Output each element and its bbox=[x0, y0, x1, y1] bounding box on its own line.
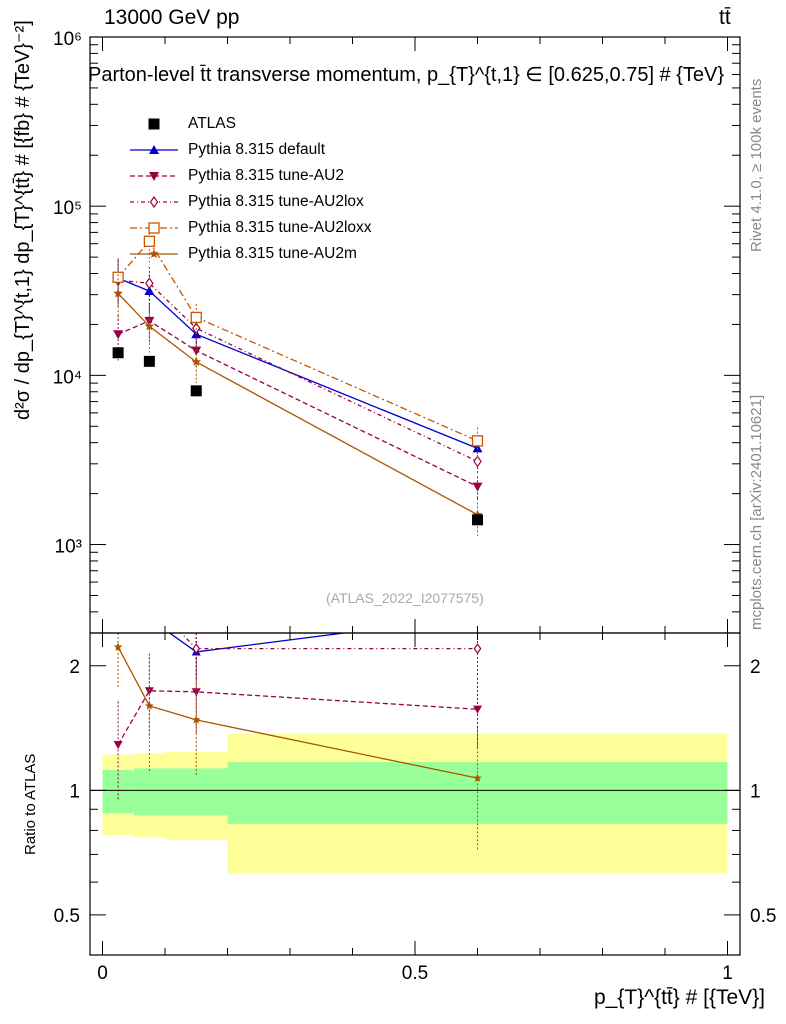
main-point-au2loxx bbox=[112, 271, 124, 283]
ratio-y-tick-label-right: 2 bbox=[750, 657, 761, 678]
ratio-point-au2 bbox=[144, 687, 154, 696]
main-point-au2m bbox=[191, 357, 201, 366]
x-tick-label: 1 bbox=[722, 963, 733, 984]
legend-marker-au2 bbox=[149, 172, 159, 181]
main-point-au2loxx bbox=[471, 435, 484, 447]
rivet-version-label: Rivet 4.1.0, ≥ 100k events bbox=[748, 78, 765, 252]
legend-marker-atlas bbox=[148, 118, 160, 130]
main-point-au2m bbox=[472, 509, 483, 519]
ratio-point-au2lox bbox=[473, 643, 482, 655]
ratio-point-au2lox bbox=[192, 643, 201, 655]
ratio-point-au2 bbox=[191, 688, 201, 697]
process-label: tt̄ bbox=[719, 6, 731, 29]
ratio-band-inner bbox=[165, 768, 228, 816]
ratio-y-tick-label-right: 0.5 bbox=[750, 906, 776, 927]
main-line-default bbox=[117, 277, 478, 450]
analysis-watermark: (ATLAS_2022_I2077575) bbox=[326, 590, 484, 606]
ratio-line-au2lox bbox=[180, 633, 478, 650]
legend-label-au2: Pythia 8.315 tune-AU2 bbox=[188, 167, 344, 184]
ratio-point-au2m bbox=[145, 701, 154, 710]
legend-marker-au2lox bbox=[149, 195, 159, 209]
ratio-point-au2m bbox=[192, 715, 201, 724]
y-tick-label: 10³ bbox=[55, 537, 82, 558]
ratio-y-tick-label: 2 bbox=[69, 657, 80, 678]
legend-marker-au2loxx bbox=[148, 222, 160, 234]
main-point-au2 bbox=[472, 482, 483, 492]
ratio-y-axis-label: Ratio to ATLAS bbox=[22, 753, 39, 855]
ratio-point-au2m bbox=[473, 773, 482, 782]
main-line-au2 bbox=[117, 320, 478, 488]
ratio-line-default bbox=[168, 633, 350, 653]
main-point-au2 bbox=[113, 330, 124, 340]
y-tick-label: 10⁶ bbox=[53, 29, 82, 50]
energy-label: 13000 GeV pp bbox=[104, 6, 240, 29]
main-line-au2loxx bbox=[117, 240, 478, 442]
x-axis-label: p_{T}^{tt̄} # [{TeV}] bbox=[594, 986, 765, 1009]
legend-marker-default bbox=[149, 145, 159, 154]
y-tick-label: 10⁵ bbox=[53, 198, 82, 219]
legend-label-atlas: ATLAS bbox=[188, 115, 236, 132]
x-tick-label: 0.5 bbox=[402, 963, 428, 984]
main-point-atlas bbox=[472, 514, 483, 526]
main-point-au2lox bbox=[145, 277, 154, 290]
ratio-line-au2m bbox=[117, 646, 478, 779]
y-tick-label: 10⁴ bbox=[53, 367, 82, 388]
legend-label-default: Pythia 8.315 default bbox=[188, 141, 326, 158]
ratio-point-au2m bbox=[113, 642, 123, 651]
legend-marker-au2m bbox=[149, 249, 159, 258]
chart-title: Parton-level t̄t transverse momentum, p_… bbox=[88, 64, 725, 86]
ratio-y-tick-label: 1 bbox=[69, 781, 80, 802]
x-tick-label: 0 bbox=[97, 963, 108, 984]
ratio-band-inner bbox=[133, 768, 165, 816]
main-point-au2m bbox=[113, 288, 123, 298]
mcplots-label: mcplots.cern.ch [arXiv:2401.10621] bbox=[748, 394, 765, 630]
legend-label-au2m: Pythia 8.315 tune-AU2m bbox=[188, 245, 357, 262]
ratio-band-inner bbox=[102, 769, 134, 814]
main-point-atlas bbox=[143, 355, 155, 367]
ratio-point-au2 bbox=[473, 705, 482, 714]
main-point-default bbox=[144, 286, 155, 296]
main-point-au2lox bbox=[473, 455, 482, 468]
main-point-au2 bbox=[144, 316, 155, 326]
legend-label-au2loxx: Pythia 8.315 tune-AU2loxx bbox=[188, 219, 372, 236]
main-point-atlas bbox=[112, 347, 124, 359]
main-point-au2loxx bbox=[143, 235, 156, 247]
main-point-au2m bbox=[144, 321, 155, 331]
legend-label-au2lox: Pythia 8.315 tune-AU2lox bbox=[188, 193, 364, 210]
main-point-au2loxx bbox=[190, 311, 202, 324]
ratio-point-au2 bbox=[113, 740, 123, 750]
ratio-y-tick-label-right: 1 bbox=[750, 781, 761, 802]
ratio-line-au2 bbox=[117, 690, 478, 745]
main-y-axis-label: d²σ / dp_{T}^{t,1} dp_{T}^{tt̄} # [{fb} … bbox=[12, 20, 34, 420]
main-point-atlas bbox=[190, 385, 202, 397]
ratio-y-tick-label: 0.5 bbox=[54, 906, 80, 927]
main-line-au2m bbox=[117, 292, 478, 516]
main-line-au2lox bbox=[118, 279, 478, 462]
